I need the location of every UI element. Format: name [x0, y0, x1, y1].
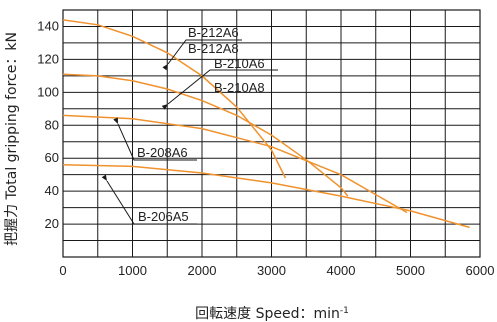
series-label: B-210A8: [214, 80, 265, 95]
y-tick-label: 80: [45, 117, 59, 132]
tick-labels: 0 1000 2000 3000 4000 5000 6000 20 40 60 80 100 120 1…: [37, 18, 494, 278]
series-label: B-212A8: [188, 41, 239, 56]
x-tick-label: 2000: [188, 263, 217, 278]
x-tick-label: 0: [59, 263, 66, 278]
plot-frame: [62, 9, 481, 258]
y-tick-label: 60: [45, 150, 59, 165]
callout-arrowhead: [113, 117, 118, 125]
y-tick-label: 120: [37, 51, 59, 66]
callout-arrowhead: [162, 64, 168, 71]
y-tick-label: 40: [45, 183, 59, 198]
series-label: B-208A6: [137, 145, 188, 160]
series-line: [62, 114, 408, 214]
x-tick-label: 3000: [257, 263, 286, 278]
x-axis-title: 回転速度 Speed：min-1: [195, 306, 349, 322]
callout-leader: [167, 39, 242, 65]
series-line: [62, 164, 470, 229]
series-label: B-210A6: [214, 56, 265, 71]
series-label: B-206A5: [138, 209, 189, 224]
y-tick-label: 20: [45, 216, 59, 231]
callout-arrowhead: [161, 104, 168, 110]
series-label: B-212A6: [188, 25, 239, 40]
y-tick-label: 100: [37, 84, 59, 99]
x-tick-label: 4000: [327, 263, 356, 278]
x-tick-label: 6000: [466, 263, 495, 278]
callout-leader: [106, 180, 197, 225]
x-tick-label: 5000: [396, 263, 425, 278]
x-tick-label: 1000: [118, 263, 147, 278]
curves: [62, 19, 470, 229]
callout-leader: [117, 123, 197, 161]
callout-leader: [167, 69, 278, 105]
y-axis-title: 把握力 Total gripping force：kN: [4, 32, 20, 246]
callout-arrowhead: [101, 174, 107, 182]
series-line: [62, 19, 287, 179]
y-tick-label: 140: [37, 18, 59, 33]
series-line: [62, 73, 349, 197]
grid: [62, 9, 481, 258]
